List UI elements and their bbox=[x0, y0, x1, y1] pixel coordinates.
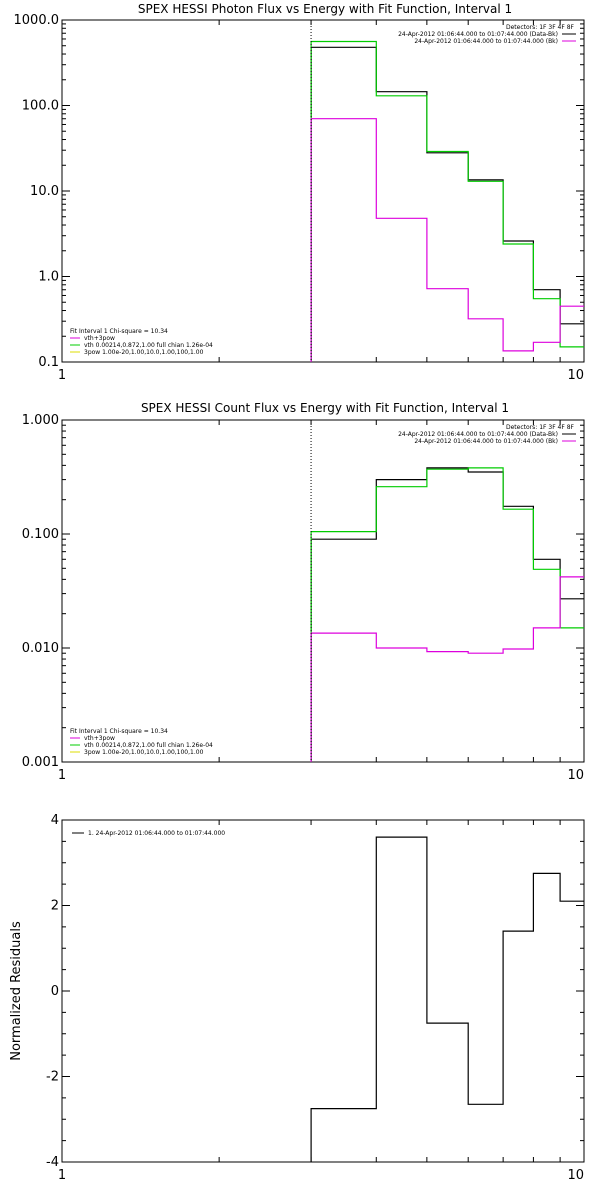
count-flux-legend-detectors: Detectors: 1F 3F 4F 8F bbox=[506, 424, 575, 431]
photon-flux-ticks: 0.1 1.0 10.0 100.0 1000.0 1 10 bbox=[14, 13, 585, 383]
photon-flux-legend-3pow: 3pow 1.00e-20,1.00,10.0,1.00,100,1.00 bbox=[84, 349, 204, 356]
residuals-series bbox=[310, 836, 584, 1162]
residuals-panel: -4 -2 0 2 4 1 10 Normalized Residuals 1. 24-Ap… bbox=[9, 813, 585, 1183]
residuals-x-tick-label: 1 bbox=[58, 1168, 66, 1183]
count-flux-ticks: 0.001 0.010 0.100 1.000 1 10 bbox=[22, 413, 585, 783]
residuals-x-tick-label: 10 bbox=[567, 1168, 584, 1183]
residuals-y-tick-label: -4 bbox=[46, 1155, 59, 1170]
residuals-legend-label: 1. 24-Apr-2012 01:06:44.000 to 01:07:44.… bbox=[88, 830, 225, 837]
photon-flux-legend-bk: 24-Apr-2012 01:06:44.000 to 01:07:44.000… bbox=[414, 38, 558, 45]
count-flux-y-tick-label: 0.010 bbox=[22, 641, 59, 656]
photon-flux-legend-total: vth+3pow bbox=[84, 335, 115, 342]
count-flux-series-fit bbox=[310, 467, 584, 762]
residuals-y-tick-label: 2 bbox=[51, 899, 59, 914]
count-flux-x-tick-label: 1 bbox=[58, 768, 66, 783]
count-flux-legend-bk: 24-Apr-2012 01:06:44.000 to 01:07:44.000… bbox=[414, 438, 558, 445]
photon-flux-series-data_bk bbox=[310, 46, 584, 362]
count-flux-series bbox=[310, 467, 584, 762]
count-flux-plot-frame bbox=[61, 419, 585, 763]
count-flux-legend-vth: vth 0.00214,0.872,1.00 full chian 1.26e-… bbox=[84, 742, 213, 749]
count-flux-legend-data-bk: 24-Apr-2012 01:06:44.000 to 01:07:44.000… bbox=[398, 431, 558, 438]
count-flux-y-tick-label: 0.100 bbox=[22, 527, 59, 542]
photon-flux-series bbox=[310, 40, 584, 362]
count-flux-legend-total: vth+3pow bbox=[84, 735, 115, 742]
photon-flux-legend-fit-interval: Fit Interval 1 Chi-square = 10.34 bbox=[70, 328, 168, 335]
photon-flux-title: SPEX HESSI Photon Flux vs Energy with Fi… bbox=[138, 2, 512, 16]
residuals-y-axis-label: Normalized Residuals bbox=[9, 921, 24, 1061]
count-flux-title: SPEX HESSI Count Flux vs Energy with Fit… bbox=[141, 401, 509, 415]
count-flux-legend-fit-interval: Fit Interval 1 Chi-square = 10.34 bbox=[70, 728, 168, 735]
count-flux-legend-left: Fit Interval 1 Chi-square = 10.34 vth+3p… bbox=[70, 728, 213, 756]
residuals-series-residuals bbox=[310, 836, 584, 1162]
residuals-y-tick-label: -2 bbox=[46, 1070, 59, 1085]
photon-flux-series-fit bbox=[310, 40, 584, 362]
count-flux-panel: SPEX HESSI Count Flux vs Energy with Fit… bbox=[22, 401, 585, 783]
photon-flux-plot-frame bbox=[61, 19, 585, 363]
photon-flux-y-tick-label: 1.0 bbox=[38, 270, 59, 285]
photon-flux-x-tick-label: 1 bbox=[58, 368, 66, 383]
photon-flux-panel: SPEX HESSI Photon Flux vs Energy with Fi… bbox=[14, 2, 585, 383]
photon-flux-y-tick-label: 100.0 bbox=[22, 99, 59, 114]
count-flux-series-bk bbox=[310, 576, 584, 762]
count-flux-x-tick-label: 10 bbox=[567, 768, 584, 783]
photon-flux-legend-data-bk: 24-Apr-2012 01:06:44.000 to 01:07:44.000… bbox=[398, 31, 558, 38]
photon-flux-y-tick-label: 0.1 bbox=[38, 355, 59, 370]
residuals-plot-frame bbox=[61, 819, 585, 1163]
count-flux-legend-3pow: 3pow 1.00e-20,1.00,10.0,1.00,100,1.00 bbox=[84, 749, 204, 756]
photon-flux-legend-vth: vth 0.00214,0.872,1.00 full chian 1.26e-… bbox=[84, 342, 213, 349]
count-flux-series-data_bk bbox=[310, 467, 584, 762]
photon-flux-legend-right: Detectors: 1F 3F 4F 8F 24-Apr-2012 01:06… bbox=[398, 24, 576, 45]
photon-flux-legend-detectors: Detectors: 1F 3F 4F 8F bbox=[506, 24, 575, 31]
photon-flux-legend-left: Fit Interval 1 Chi-square = 10.34 vth+3p… bbox=[70, 328, 213, 356]
photon-flux-y-tick-label: 1000.0 bbox=[14, 13, 60, 28]
count-flux-y-tick-label: 0.001 bbox=[22, 755, 59, 770]
residuals-y-tick-label: 4 bbox=[51, 813, 59, 828]
photon-flux-x-tick-label: 10 bbox=[567, 368, 584, 383]
residuals-y-tick-label: 0 bbox=[51, 984, 59, 999]
photon-flux-y-tick-label: 10.0 bbox=[30, 184, 59, 199]
count-flux-legend-right: Detectors: 1F 3F 4F 8F 24-Apr-2012 01:06… bbox=[398, 424, 576, 445]
photon-flux-series-bk bbox=[310, 118, 584, 362]
count-flux-y-tick-label: 1.000 bbox=[22, 413, 59, 428]
